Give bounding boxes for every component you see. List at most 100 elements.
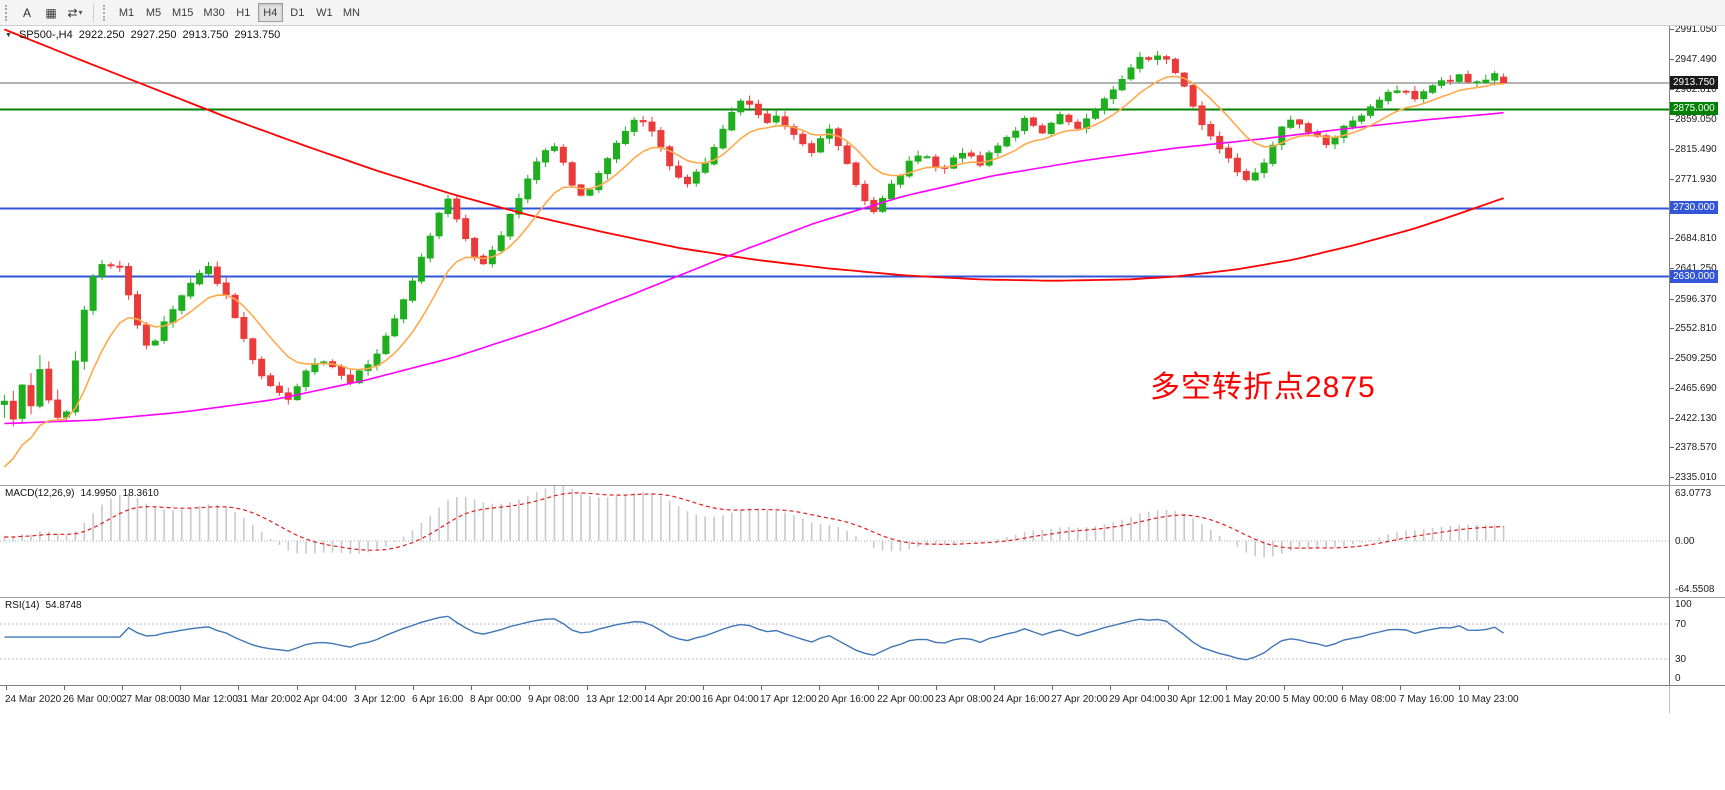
time-tick-mark bbox=[1168, 686, 1169, 690]
time-tick-mark bbox=[878, 686, 879, 690]
bottom-spacer bbox=[0, 713, 1725, 790]
rsi-name-label: RSI(14) bbox=[5, 600, 40, 611]
timeframe-button-w1[interactable]: W1 bbox=[312, 3, 337, 22]
time-tick-mark bbox=[1110, 686, 1111, 690]
toolbar-grip[interactable] bbox=[5, 4, 10, 21]
main-chart-row: ▼ SP500-,H4 2922.250 2927.250 2913.750 2… bbox=[0, 26, 1725, 486]
chart-annotation-text: 多空转折点2875 bbox=[1150, 371, 1376, 404]
rsi-plot[interactable]: RSI(14) 54.8748 bbox=[0, 598, 1669, 685]
macd-row: MACD(12,26,9) 14.9950 18.3610 63.0773 0.… bbox=[0, 486, 1725, 598]
main-chart-plot[interactable]: ▼ SP500-,H4 2922.250 2927.250 2913.750 2… bbox=[0, 26, 1669, 485]
time-tick-mark bbox=[587, 686, 588, 690]
time-tick-label: 5 May 00:00 bbox=[1283, 694, 1339, 705]
time-tick-mark bbox=[1400, 686, 1401, 690]
macd-axis-zero: 0.00 bbox=[1675, 536, 1695, 547]
price-tick-label: 2815.490 bbox=[1670, 144, 1717, 155]
time-tick-mark bbox=[1459, 686, 1460, 690]
time-tick-label: 17 Apr 12:00 bbox=[760, 694, 817, 705]
time-tick-label: 2 Apr 04:00 bbox=[296, 694, 348, 705]
toolbar-separator bbox=[93, 3, 94, 22]
macd-value-signal: 18.3610 bbox=[122, 488, 159, 499]
time-tick-label: 14 Apr 20:00 bbox=[644, 694, 701, 705]
price-tick-label: 2378.570 bbox=[1670, 442, 1717, 453]
macd-value-main: 14.9950 bbox=[80, 488, 117, 499]
time-tick-mark bbox=[1226, 686, 1227, 690]
price-axis[interactable]: 2991.050 2947.490 2902.810 2859.050 2815.490… bbox=[1669, 26, 1725, 485]
price-tick-label: 2596.370 bbox=[1670, 294, 1717, 305]
price-tick-label: 2947.490 bbox=[1670, 54, 1717, 65]
time-tick-mark bbox=[936, 686, 937, 690]
macd-axis[interactable]: 63.0773 0.00 -64.5508 bbox=[1669, 486, 1725, 597]
timeframe-button-m5[interactable]: M5 bbox=[141, 3, 166, 22]
time-tick-label: 3 Apr 12:00 bbox=[354, 694, 406, 705]
rsi-axis-100: 100 bbox=[1675, 599, 1692, 610]
macd-axis-bottom: -64.5508 bbox=[1675, 584, 1715, 595]
macd-title: MACD(12,26,9) 14.9950 18.3610 bbox=[5, 488, 159, 499]
chart-grid-button[interactable]: ▦ bbox=[40, 3, 62, 23]
time-tick-label: 6 Apr 16:00 bbox=[412, 694, 464, 705]
time-axis-row: 24 Mar 2020 26 Mar 00:00 27 Mar 08:00 30 Ma… bbox=[0, 686, 1725, 713]
time-axis[interactable]: 24 Mar 2020 26 Mar 00:00 27 Mar 08:00 30 Ma… bbox=[0, 686, 1669, 713]
ma-slow-red bbox=[4, 28, 1504, 282]
timeframe-toolbar-grip[interactable] bbox=[103, 4, 108, 21]
grid-icon: ▦ bbox=[45, 5, 57, 20]
time-tick-label: 24 Apr 16:00 bbox=[993, 694, 1050, 705]
dropdown-caret-icon: ▾ bbox=[78, 8, 83, 17]
time-tick-label: 24 Mar 2020 bbox=[5, 694, 62, 705]
time-tick-label: 22 Apr 00:00 bbox=[877, 694, 934, 705]
time-tick-label: 7 May 16:00 bbox=[1399, 694, 1455, 705]
text-tool-button[interactable]: A bbox=[16, 3, 38, 23]
time-tick-label: 6 May 08:00 bbox=[1341, 694, 1397, 705]
macd-canvas[interactable] bbox=[0, 486, 1669, 597]
timeframe-button-m30[interactable]: M30 bbox=[199, 3, 228, 22]
time-tick-label: 8 Apr 00:00 bbox=[470, 694, 522, 705]
time-tick-mark bbox=[297, 686, 298, 690]
time-tick-mark bbox=[761, 686, 762, 690]
price-tick-label: 2335.010 bbox=[1670, 472, 1717, 483]
ohlc-open: 2922.250 bbox=[78, 29, 125, 41]
macd-plot[interactable]: MACD(12,26,9) 14.9950 18.3610 bbox=[0, 486, 1669, 597]
time-tick-mark bbox=[238, 686, 239, 690]
timeframe-button-h1[interactable]: H1 bbox=[231, 3, 256, 22]
timeframe-button-mn[interactable]: MN bbox=[339, 3, 364, 22]
hline-price-label: 2875.000 bbox=[1670, 102, 1718, 115]
time-tick-label: 16 Apr 04:00 bbox=[702, 694, 759, 705]
macd-histogram bbox=[3, 486, 1505, 558]
rsi-line bbox=[4, 615, 1504, 661]
rsi-value: 54.8748 bbox=[45, 600, 82, 611]
time-tick-label: 29 Apr 04:00 bbox=[1109, 694, 1166, 705]
time-tick-mark bbox=[64, 686, 65, 690]
time-tick-mark bbox=[471, 686, 472, 690]
timeframe-button-m15[interactable]: M15 bbox=[168, 3, 197, 22]
time-tick-label: 13 Apr 12:00 bbox=[586, 694, 643, 705]
chart-shift-button[interactable]: ⇄ ▾ bbox=[64, 3, 86, 23]
time-tick-label: 30 Mar 12:00 bbox=[179, 694, 238, 705]
time-tick-mark bbox=[819, 686, 820, 690]
time-tick-mark bbox=[1284, 686, 1285, 690]
time-tick-mark bbox=[6, 686, 7, 690]
macd-name-label: MACD(12,26,9) bbox=[5, 488, 75, 499]
main-chart-canvas[interactable] bbox=[0, 26, 1669, 485]
rsi-canvas[interactable] bbox=[0, 598, 1669, 685]
chart-header: ▼ SP500-,H4 2922.250 2927.250 2913.750 2… bbox=[5, 29, 280, 41]
price-tick-label: 2509.250 bbox=[1670, 353, 1717, 364]
letter-a-icon: A bbox=[22, 5, 31, 20]
time-tick-label: 26 Mar 00:00 bbox=[63, 694, 122, 705]
collapse-triangle-icon[interactable]: ▼ bbox=[5, 31, 12, 39]
timeframe-button-d1[interactable]: D1 bbox=[285, 3, 310, 22]
rsi-axis[interactable]: 100 70 30 0 bbox=[1669, 598, 1725, 685]
timeframe-button-h4[interactable]: H4 bbox=[257, 3, 283, 22]
rsi-row: RSI(14) 54.8748 100 70 30 0 bbox=[0, 598, 1725, 686]
time-tick-mark bbox=[1342, 686, 1343, 690]
timeframe-button-m1[interactable]: M1 bbox=[114, 3, 139, 22]
macd-signal-line bbox=[4, 492, 1504, 551]
price-tick-label: 2684.810 bbox=[1670, 233, 1717, 244]
hline-price-label: 2730.000 bbox=[1670, 201, 1718, 214]
time-tick-label: 27 Apr 20:00 bbox=[1051, 694, 1108, 705]
time-tick-label: 27 Mar 08:00 bbox=[121, 694, 180, 705]
ohlc-low: 2913.750 bbox=[182, 29, 229, 41]
time-tick-mark bbox=[180, 686, 181, 690]
time-tick-label: 9 Apr 08:00 bbox=[528, 694, 580, 705]
swap-arrows-icon: ⇄ bbox=[67, 5, 78, 20]
